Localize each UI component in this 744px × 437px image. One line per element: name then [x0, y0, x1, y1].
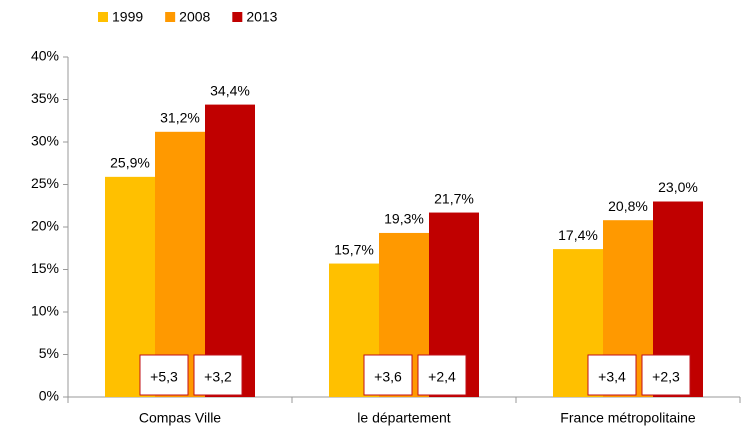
- x-tick-label: France métropolitaine: [560, 410, 696, 426]
- value-label: 25,9%: [110, 155, 150, 171]
- legend-swatch: [165, 12, 176, 22]
- change-label: +3,2: [204, 369, 232, 385]
- legend-label: 2013: [246, 9, 277, 25]
- change-box: [587, 354, 637, 396]
- legend-label: 2008: [179, 9, 210, 25]
- value-label: 21,7%: [434, 190, 474, 206]
- y-tick-label: 30%: [31, 133, 59, 149]
- y-tick-label: 20%: [31, 218, 59, 234]
- change-box: [139, 354, 189, 396]
- value-label: 20,8%: [608, 198, 648, 214]
- value-label: 31,2%: [160, 110, 200, 126]
- x-tick-label: Compas Ville: [139, 410, 221, 426]
- bar: [205, 104, 255, 397]
- change-label: +3,4: [598, 369, 626, 385]
- y-tick-label: 5%: [39, 345, 59, 361]
- value-label: 23,0%: [658, 179, 698, 195]
- legend-label: 1999: [112, 9, 143, 25]
- y-tick-label: 0%: [39, 388, 59, 404]
- change-box: [193, 354, 243, 396]
- legend-swatch: [98, 12, 108, 22]
- y-tick-label: 10%: [31, 303, 59, 319]
- change-label: +2,4: [428, 369, 456, 385]
- change-label: +3,6: [374, 369, 402, 385]
- change-box: [417, 354, 467, 396]
- bar: [155, 131, 205, 398]
- value-label: 34,4%: [210, 82, 250, 98]
- value-label: 19,3%: [384, 211, 424, 227]
- value-label: 15,7%: [334, 241, 374, 257]
- change-label: +5,3: [150, 369, 178, 385]
- change-box: [363, 354, 413, 396]
- y-tick-label: 15%: [31, 260, 59, 276]
- value-label: 17,4%: [558, 227, 598, 243]
- change-box: [641, 354, 691, 396]
- change-label: +2,3: [652, 369, 680, 385]
- x-tick-label: le département: [357, 410, 451, 426]
- y-tick-label: 40%: [31, 48, 59, 64]
- y-tick-label: 25%: [31, 175, 59, 191]
- legend-swatch: [232, 12, 243, 22]
- y-tick-label: 35%: [31, 90, 59, 106]
